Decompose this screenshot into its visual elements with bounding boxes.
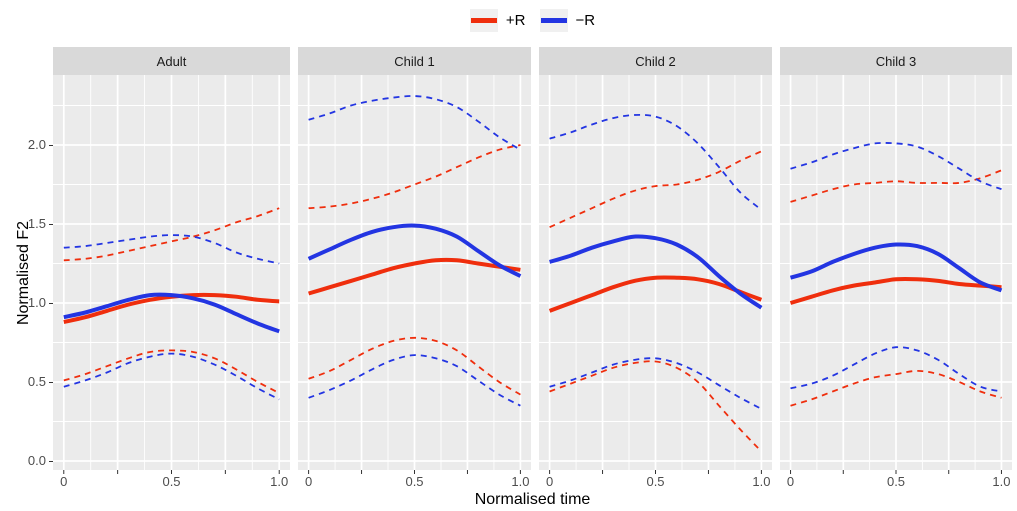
x-axis-tick-label: 1.0 <box>270 474 289 489</box>
x-axis-tick-label: 1.0 <box>992 474 1011 489</box>
x-axis-title: Normalised time <box>474 491 591 508</box>
chart-legend: +R −R <box>53 5 1012 35</box>
legend-key-r <box>539 8 568 32</box>
series-r-mean <box>63 292 280 334</box>
series-r-ci-upper <box>790 169 1002 203</box>
facet-panel-child-3 <box>780 75 1012 474</box>
x-axis-tick-label: 0.5 <box>886 474 906 489</box>
series-r-mean <box>548 275 763 313</box>
series-r-ci-lower <box>63 352 280 401</box>
x-axis-tick-label: 0 <box>545 474 554 489</box>
legend-label: +R <box>505 11 526 29</box>
facet-panel-adult <box>53 75 290 474</box>
series-r-mean <box>789 242 1003 293</box>
series-r-mean <box>308 257 521 296</box>
y-axis-tick-label: 1.5 <box>27 216 46 232</box>
x-axis-tick-label: 0.5 <box>646 474 665 489</box>
x-axis-tick-label: 1.0 <box>511 474 530 489</box>
facet-panel-child-2 <box>539 75 772 474</box>
facet-strip-child-2: Child 2 <box>539 47 772 75</box>
facet-strip-adult: Adult <box>53 47 290 75</box>
series-r-ci-upper <box>308 95 521 151</box>
y-axis-tick-mark <box>49 223 53 225</box>
y-axis-tick-mark <box>49 460 53 462</box>
x-axis-tick-label: 0 <box>304 474 313 489</box>
y-axis-tick-mark <box>49 302 53 304</box>
x-axis-tick-label: 0 <box>60 474 68 489</box>
legend-line-icon <box>540 17 567 23</box>
facet-strip-child-1: Child 1 <box>298 47 531 75</box>
series-r-ci-lower <box>308 354 521 407</box>
series-r-mean <box>549 234 763 310</box>
legend-key-r <box>469 8 498 32</box>
x-axis-tick-label: 0.5 <box>162 474 181 489</box>
legend-label: −R <box>575 11 596 29</box>
y-axis-tick-label: 0.0 <box>27 453 46 469</box>
series-r-mean <box>307 223 522 278</box>
y-axis-tick-label: 2.0 <box>27 137 46 153</box>
y-axis-tick-label: 1.0 <box>27 295 46 311</box>
x-axis-tick-label: 1.0 <box>752 474 771 489</box>
y-axis-tick-mark <box>49 144 53 146</box>
y-axis-tick-label: 0.5 <box>27 374 46 390</box>
legend-line-icon <box>470 17 497 23</box>
facet-strip-child-3: Child 3 <box>780 47 1012 75</box>
series-r-ci-upper <box>308 144 521 210</box>
series-r-ci-upper <box>790 142 1002 191</box>
series-r-ci-lower <box>549 357 762 410</box>
series-r-mean <box>789 277 1002 305</box>
y-axis-tick-mark <box>49 381 53 383</box>
series-r-ci-upper <box>63 207 280 262</box>
series-r-ci-upper <box>63 234 280 265</box>
legend-item-r: +R <box>469 8 526 32</box>
series-r-ci-lower <box>308 336 521 396</box>
series-r-ci-lower <box>790 346 1002 393</box>
x-axis-tick-label: 0 <box>786 474 795 489</box>
series-r-ci-lower <box>63 349 280 394</box>
x-axis-tick-label: 0.5 <box>405 474 424 489</box>
series-r-ci-upper <box>549 113 762 211</box>
series-r-ci-lower <box>549 360 763 453</box>
series-r-ci-lower <box>790 370 1002 407</box>
legend-item-r: −R <box>539 8 596 32</box>
facet-panel-child-1 <box>298 75 531 474</box>
series-r-ci-upper <box>549 150 762 229</box>
